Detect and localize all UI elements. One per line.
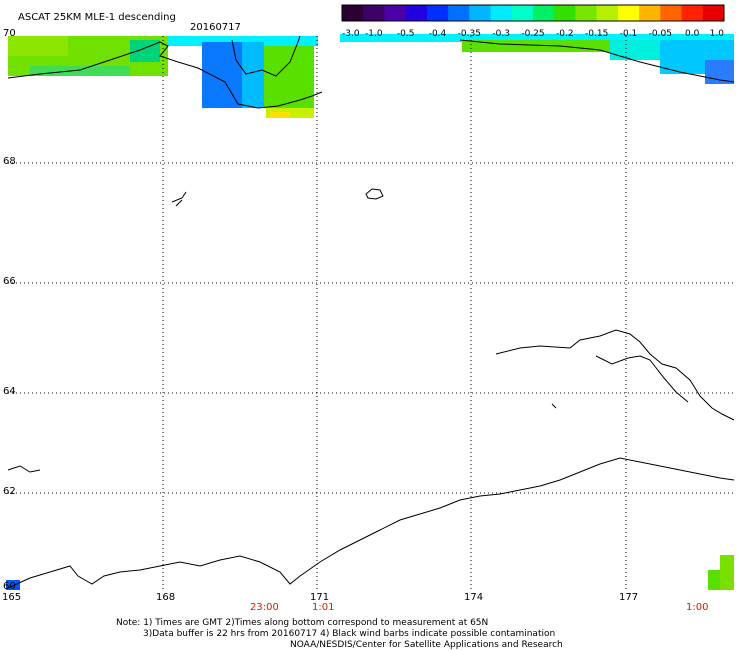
colorbar-tick-label: -0.4 — [429, 29, 447, 39]
colorbar-swatch — [405, 5, 428, 21]
lat-label-70: 70 — [3, 28, 16, 39]
lat-label-62: 62 — [3, 486, 16, 497]
colorbar-tick-label: -0.05 — [649, 29, 672, 39]
lon-label-171: 171 — [310, 592, 329, 603]
colorbar-swatch — [384, 5, 407, 21]
colorbar-tick-label: -0.3 — [492, 29, 510, 39]
colorbar-tick-label: 1.0 — [710, 29, 725, 39]
colorbar-tick-label: -0.1 — [620, 29, 638, 39]
colorbar-swatch — [554, 5, 576, 21]
colorbar-swatch — [575, 5, 598, 21]
colorbar — [341, 4, 725, 22]
colorbar-swatch — [448, 5, 470, 21]
time-label-2300: 23:00 — [250, 602, 279, 613]
colorbar-tick-label: -3.0 — [342, 29, 360, 39]
colorbar-tick-label: -1.0 — [365, 29, 383, 39]
colorbar-tick-label: -0.35 — [458, 29, 481, 39]
colorbar-tick-label: 0.0 — [685, 29, 700, 39]
data-swath-east — [6, 34, 734, 590]
colorbar-tick-label: -0.15 — [585, 29, 608, 39]
colorbar-swatch — [363, 5, 385, 21]
colorbar-swatch — [490, 5, 513, 21]
lon-label-177: 177 — [619, 592, 638, 603]
colorbar-swatch — [660, 5, 683, 21]
graticule — [8, 36, 734, 590]
colorbar-tick-label: -0.5 — [397, 29, 415, 39]
colorbar-ticks: -3.0 -1.0 -0.5 -0.4 -0.35 -0.3 -0.25 -0.2 -0.15 -… — [342, 29, 724, 39]
note-line-3: NOAA/NESDIS/Center for Satellite Applica… — [290, 640, 563, 650]
lat-label-64: 64 — [3, 386, 16, 397]
colorbar-tick-label: -0.25 — [521, 29, 544, 39]
map-date: 20160717 — [190, 22, 241, 33]
time-label-0101: 1:01 — [312, 602, 334, 613]
lon-label-165: 165 — [2, 592, 21, 603]
lat-label-68: 68 — [3, 156, 16, 167]
colorbar-swatch — [702, 5, 725, 21]
colorbar-swatch — [617, 5, 640, 21]
colorbar-tick-label: -0.2 — [556, 29, 574, 39]
colorbar-swatch — [681, 5, 704, 21]
data-swath-west — [8, 36, 318, 118]
note-line-2: 3)Data buffer is 22 hrs from 20160717 4)… — [143, 629, 555, 639]
colorbar-swatch — [639, 5, 661, 21]
colorbar-swatch — [469, 5, 492, 21]
note-line-1: Note: 1) Times are GMT 2)Times along bot… — [116, 618, 488, 628]
lon-label-168: 168 — [156, 592, 175, 603]
coastline — [7, 35, 735, 589]
colorbar-swatch — [342, 5, 364, 21]
colorbar-swatch — [511, 5, 534, 21]
lon-label-174: 174 — [464, 592, 483, 603]
lat-label-60: 60 — [3, 581, 16, 592]
colorbar-swatch — [426, 5, 449, 21]
colorbar-swatch — [596, 5, 619, 21]
colorbar-swatch — [533, 5, 555, 21]
lat-label-66: 66 — [3, 276, 16, 287]
time-label-0100: 1:00 — [686, 602, 708, 613]
map-title: ASCAT 25KM MLE-1 descending — [18, 12, 176, 23]
colorbar-frame — [341, 4, 725, 22]
